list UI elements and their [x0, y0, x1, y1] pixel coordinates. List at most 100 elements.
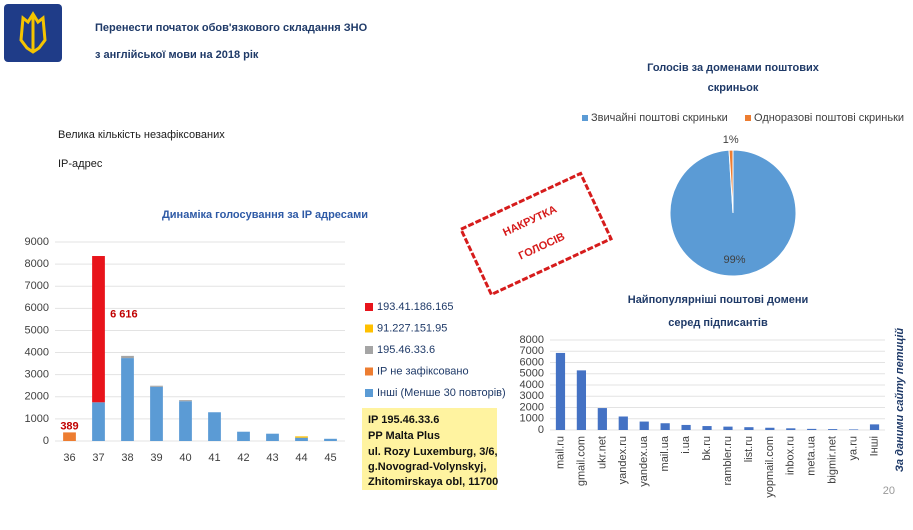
page-number: 20 — [883, 485, 895, 497]
legend-label: Інші (Менше 30 повторів) — [377, 387, 506, 399]
x-tick-label: yopmail.com — [764, 436, 776, 498]
data-label: 6 616 — [110, 308, 138, 320]
y-tick-label: 2000 — [25, 391, 49, 403]
chart-title: Найпопулярніші поштові домени — [628, 294, 809, 306]
bar — [869, 424, 880, 430]
subtitle: Велика кількість незафіксованих — [58, 129, 225, 141]
bar — [744, 427, 754, 430]
chart-title: Динаміка голосування за IP адресами — [162, 209, 368, 221]
y-tick-label: 6000 — [25, 302, 49, 314]
legend-swatch — [365, 389, 373, 397]
bar-segment — [150, 386, 163, 441]
x-tick-label: mail.ua — [659, 435, 671, 471]
x-tick-label: ukr.net — [596, 436, 608, 469]
bar — [848, 429, 859, 430]
x-tick-label: 44 — [295, 452, 307, 464]
bar — [702, 426, 712, 430]
bar-segment — [295, 436, 308, 438]
info-text: IP 195.46.33.6 — [368, 414, 439, 426]
y-tick-label: 1000 — [520, 413, 544, 425]
y-tick-label: 7000 — [25, 280, 49, 292]
legend-swatch — [365, 346, 373, 354]
legend-label: 91.227.151.95 — [377, 322, 447, 334]
bar-segment — [92, 256, 105, 403]
x-tick-label: 41 — [208, 452, 220, 464]
legend-label: Одноразові поштові скриньки — [754, 112, 904, 124]
x-tick-label: bk.ru — [701, 436, 713, 460]
legend-label: Звичайні поштові скриньки — [591, 112, 728, 124]
y-tick-label: 8000 — [520, 334, 544, 346]
slide-title: з англійської мови на 2018 рік — [95, 49, 259, 61]
bar — [555, 352, 566, 430]
y-tick-label: 9000 — [25, 236, 49, 248]
bar-segment — [266, 433, 279, 441]
y-tick-label: 4000 — [520, 379, 544, 391]
bar-segment — [121, 355, 134, 359]
x-tick-label: i.ua — [680, 435, 692, 454]
info-text: ul. Rozy Luxemburg, 3/6, — [368, 446, 498, 458]
x-tick-label: Інші — [868, 436, 880, 456]
bar-segment — [324, 438, 337, 441]
legend-label: IP не зафікcовано — [377, 365, 469, 377]
bar-segment — [121, 358, 134, 441]
y-tick-label: 5000 — [520, 368, 544, 380]
data-label: 99% — [723, 254, 745, 266]
slide-title: Перенести початок обов'язкового складанн… — [95, 22, 368, 34]
x-tick-label: 45 — [324, 452, 336, 464]
x-tick-label: 39 — [150, 452, 162, 464]
x-tick-label: 42 — [237, 452, 249, 464]
bar-segment — [92, 402, 105, 441]
x-tick-label: bigmir.net — [827, 436, 839, 484]
x-tick-label: 43 — [266, 452, 278, 464]
logo — [4, 4, 62, 62]
bar — [807, 428, 817, 430]
y-tick-label: 2000 — [520, 401, 544, 413]
bar — [681, 424, 691, 430]
x-tick-label: 37 — [92, 452, 104, 464]
bar — [597, 408, 607, 430]
legend-swatch — [365, 324, 373, 333]
info-text: g.Novograd-Volynskyj, — [368, 461, 486, 473]
data-label: 1% — [723, 134, 739, 146]
x-tick-label: 38 — [121, 452, 133, 464]
x-tick-label: 36 — [63, 452, 75, 464]
y-tick-label: 1000 — [25, 413, 49, 425]
info-text: PP Malta Plus — [368, 430, 440, 442]
bar — [786, 428, 796, 430]
info-text: Zhitomirskaya obl, 11700 — [368, 476, 498, 488]
legend-swatch — [365, 303, 373, 311]
legend-label: 193.41.186.165 — [377, 301, 453, 313]
chart-title: скриньок — [708, 82, 759, 94]
subtitle: IP-адрес — [58, 158, 103, 170]
bar-segment — [237, 431, 250, 441]
x-tick-label: gmail.com — [575, 436, 587, 486]
bar — [660, 423, 670, 430]
x-tick-label: yandex.ru — [617, 436, 629, 484]
bar-segment — [295, 437, 308, 441]
y-tick-label: 3000 — [25, 369, 49, 381]
pie-slice — [728, 149, 734, 214]
bar-segment — [208, 412, 221, 441]
x-tick-label: 40 — [179, 452, 191, 464]
y-tick-label: 8000 — [25, 258, 49, 270]
data-label: 389 — [60, 420, 78, 432]
x-tick-label: list.ru — [743, 436, 755, 462]
bar — [828, 429, 838, 430]
legend-swatch — [745, 115, 751, 121]
bar-segment — [63, 432, 76, 441]
y-tick-label: 7000 — [520, 345, 544, 357]
bar — [639, 421, 649, 430]
bar — [618, 416, 628, 430]
info-box — [362, 408, 497, 490]
side-note: За даними сайту петицій — [894, 328, 906, 473]
legend-swatch — [582, 115, 588, 121]
x-tick-label: ya.ru — [848, 436, 860, 460]
bar-segment — [179, 401, 192, 441]
bar-segment — [179, 400, 192, 402]
x-tick-label: mail.ru — [554, 436, 566, 469]
y-tick-label: 5000 — [25, 324, 49, 336]
bar — [576, 370, 587, 430]
x-tick-label: meta.ua — [806, 435, 818, 476]
chart-title: Голосів за доменами поштових — [647, 62, 820, 74]
